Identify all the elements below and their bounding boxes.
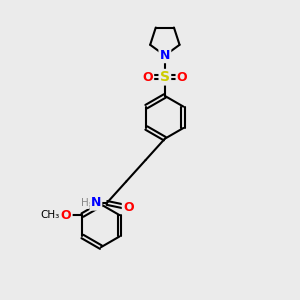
Text: O: O [123,201,134,214]
Text: N: N [91,196,101,209]
Text: N: N [160,49,170,62]
Text: CH₃: CH₃ [40,210,59,220]
Text: S: S [160,70,170,84]
Text: H: H [81,198,88,208]
Text: O: O [61,208,71,222]
Text: O: O [177,71,188,84]
Text: O: O [142,71,153,84]
